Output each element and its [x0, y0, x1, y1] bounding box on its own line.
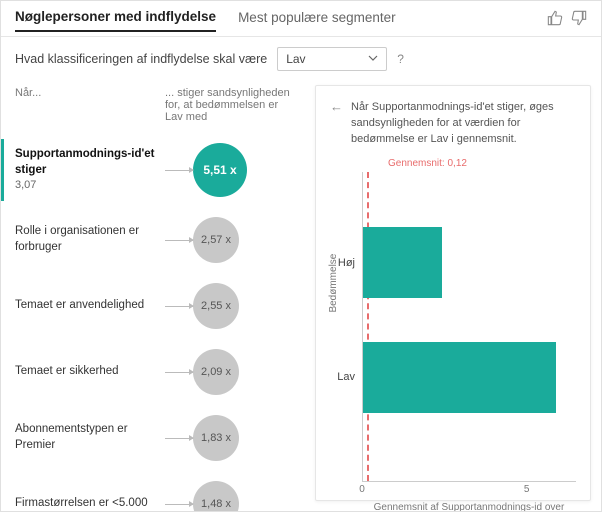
filter-value: Lav [286, 52, 305, 66]
chart-x-axis-label: Gennemsnit af Supportanmodnings-id over … [362, 502, 576, 511]
influencer-row[interactable]: Temaet er anvendelighed 2,55 x [15, 273, 311, 339]
influencer-value-bubble: 2,57 x [193, 217, 239, 263]
influencer-label: Supportanmodnings-id'et stiger3,07 [15, 147, 165, 193]
influencer-value-bubble: 1,83 x [193, 415, 239, 461]
back-arrow-icon[interactable]: ← [330, 100, 343, 148]
arrow-icon [165, 372, 193, 373]
arrow-icon [165, 170, 193, 171]
chart-bar-rect [363, 342, 556, 413]
influencer-value-bubble: 1,48 x [193, 481, 239, 511]
tab-top-segments[interactable]: Mest populære segmenter [238, 10, 396, 31]
help-icon[interactable]: ? [397, 52, 404, 66]
arrow-icon [165, 438, 193, 439]
column-then-header: ... stiger sandsynligheden for, at bedøm… [165, 87, 311, 123]
arrow-icon [165, 504, 193, 505]
influencer-sublabel: 3,07 [15, 178, 159, 193]
influencer-label: Temaet er anvendelighed [15, 298, 165, 314]
influencer-value-bubble: 2,09 x [193, 349, 239, 395]
chart-bar: Høj [363, 227, 442, 298]
detail-description: Når Supportanmodnings-id'et stiger, øges… [351, 100, 576, 148]
influencer-row[interactable]: Rolle i organisationen er forbruger 2,57 … [15, 207, 311, 273]
influencer-value-bubble: 2,55 x [193, 283, 239, 329]
tab-key-influencers[interactable]: Nøglepersoner med indflydelse [15, 9, 216, 32]
chart-x-tick: 5 [524, 484, 530, 495]
influencer-row[interactable]: Supportanmodnings-id'et stiger3,07 5,51 x [15, 133, 311, 207]
influencer-row[interactable]: Abonnementstypen er Premier 1,83 x [15, 405, 311, 471]
influencer-list: Når... ... stiger sandsynligheden for, a… [1, 81, 311, 511]
chart-reference-label: Gennemsnit: 0,12 [388, 158, 467, 169]
thumbs-up-icon[interactable] [547, 10, 563, 31]
influencer-label: Rolle i organisationen er forbruger [15, 224, 165, 255]
influencer-value-bubble: 5,51 x [193, 143, 247, 197]
chart-bar-label: Høj [338, 257, 355, 269]
arrow-icon [165, 306, 193, 307]
detail-panel: ← Når Supportanmodnings-id'et stiger, øg… [315, 85, 591, 501]
thumbs-down-icon[interactable] [571, 10, 587, 31]
chart-bar-rect [363, 227, 442, 298]
filter-label: Hvad klassificeringen af indflydelse ska… [15, 52, 267, 66]
chart-x-tick: 0 [359, 484, 365, 495]
influencer-row[interactable]: Firmastørrelsen er <5.000 1,48 x [15, 471, 311, 511]
filter-dropdown[interactable]: Lav [277, 47, 387, 71]
chevron-down-icon [368, 52, 378, 66]
influencer-label: Temaet er sikkerhed [15, 364, 165, 380]
column-when-header: Når... [15, 87, 165, 123]
influencer-label: Abonnementstypen er Premier [15, 422, 165, 453]
arrow-icon [165, 240, 193, 241]
detail-chart: Bedømmelse Gennemsnit: 0,12 HøjLav 05 Ge… [330, 160, 576, 511]
chart-bar-label: Lav [337, 371, 355, 383]
chart-reference-line [367, 172, 369, 481]
chart-bar: Lav [363, 342, 556, 413]
influencer-label: Firmastørrelsen er <5.000 [15, 496, 165, 511]
influencer-row[interactable]: Temaet er sikkerhed 2,09 x [15, 339, 311, 405]
